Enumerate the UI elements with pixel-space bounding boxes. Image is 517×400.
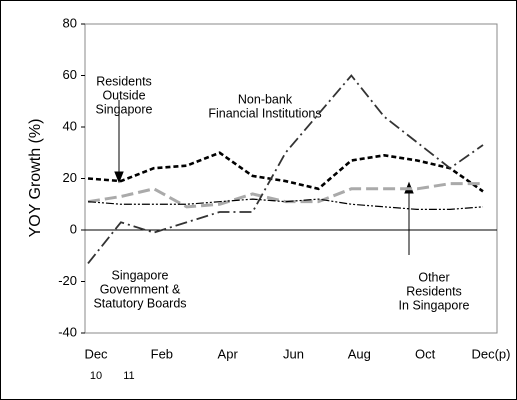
series-line [87, 182, 483, 209]
series-label: Other [418, 270, 449, 284]
series-label: Outside [102, 88, 145, 102]
y-tick-label: 60 [63, 67, 77, 82]
y-tick-label: -20 [58, 273, 77, 288]
series-label: Singapore [96, 102, 153, 116]
series-label: Non-bank [238, 92, 293, 106]
series-label: In Singapore [399, 298, 470, 312]
series-label: Residents [406, 284, 462, 298]
x-tick-sublabel: 10 [90, 370, 102, 382]
series-label: Government & [100, 282, 181, 296]
y-tick-label: 40 [63, 118, 77, 133]
y-tick-label: 0 [70, 221, 77, 236]
x-tick-label: Dec [84, 346, 108, 361]
x-tick-label: Jun [283, 346, 304, 361]
y-tick-label: 80 [63, 15, 77, 30]
y-axis-label: YOY Growth (%) [27, 119, 44, 238]
series-label: Singapore [112, 268, 169, 282]
y-tick-label: 20 [63, 170, 77, 185]
series-label: Statutory Boards [93, 296, 186, 310]
x-tick-label: Oct [415, 346, 436, 361]
series-line [87, 151, 484, 193]
arrow-head [114, 171, 124, 184]
series-line [87, 198, 484, 210]
y-tick-label: -40 [58, 324, 77, 339]
x-tick-sublabel: 11 [123, 370, 134, 382]
series-label: Residents [96, 74, 152, 88]
x-tick-label: Dec(p) [471, 346, 510, 361]
x-tick-label: Apr [218, 346, 239, 361]
x-tick-label: Aug [348, 346, 371, 361]
series-label: Financial Institutions [208, 106, 321, 120]
x-tick-label: Feb [151, 346, 173, 361]
